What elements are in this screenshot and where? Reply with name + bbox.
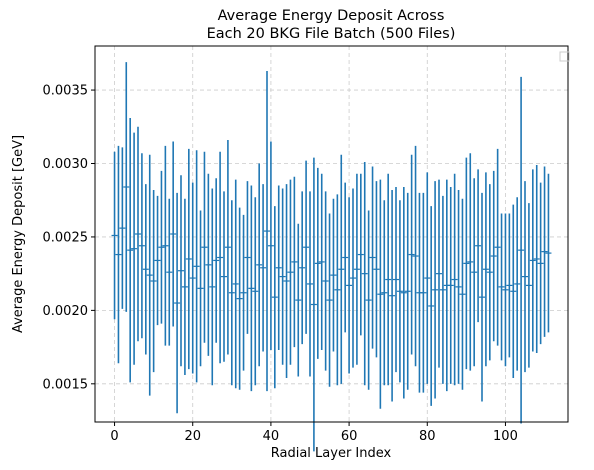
x-tick-label: 40 [263,429,280,444]
x-tick-label: 0 [110,429,118,444]
y-axis-ticks: 0.0015 0.0020 0.0025 0.0030 0.0035 [43,84,95,392]
y-tick-label: 0.0015 [43,377,89,392]
y-axis-label: Average Energy Deposit [GeV] [11,135,26,333]
x-tick-label: 80 [419,429,436,444]
y-tick-label: 0.0035 [43,84,89,99]
y-tick-label: 0.0025 [43,230,89,245]
empty-legend-box [559,51,570,62]
y-tick-label: 0.0020 [43,304,89,319]
chart-title-line-1: Average Energy Deposit Across [218,8,445,24]
plot-frame [94,45,569,423]
chart-title-line-2: Each 20 BKG File Batch (500 Files) [207,26,456,42]
x-axis-ticks: 0 20 40 60 80 100 [110,422,518,444]
y-tick-label: 0.0030 [43,157,89,172]
errorbar-series [111,62,552,452]
x-axis-label: Radial Layer Index [271,446,392,461]
x-tick-label: 100 [493,429,518,444]
x-tick-label: 60 [341,429,358,444]
x-tick-label: 20 [184,429,201,444]
